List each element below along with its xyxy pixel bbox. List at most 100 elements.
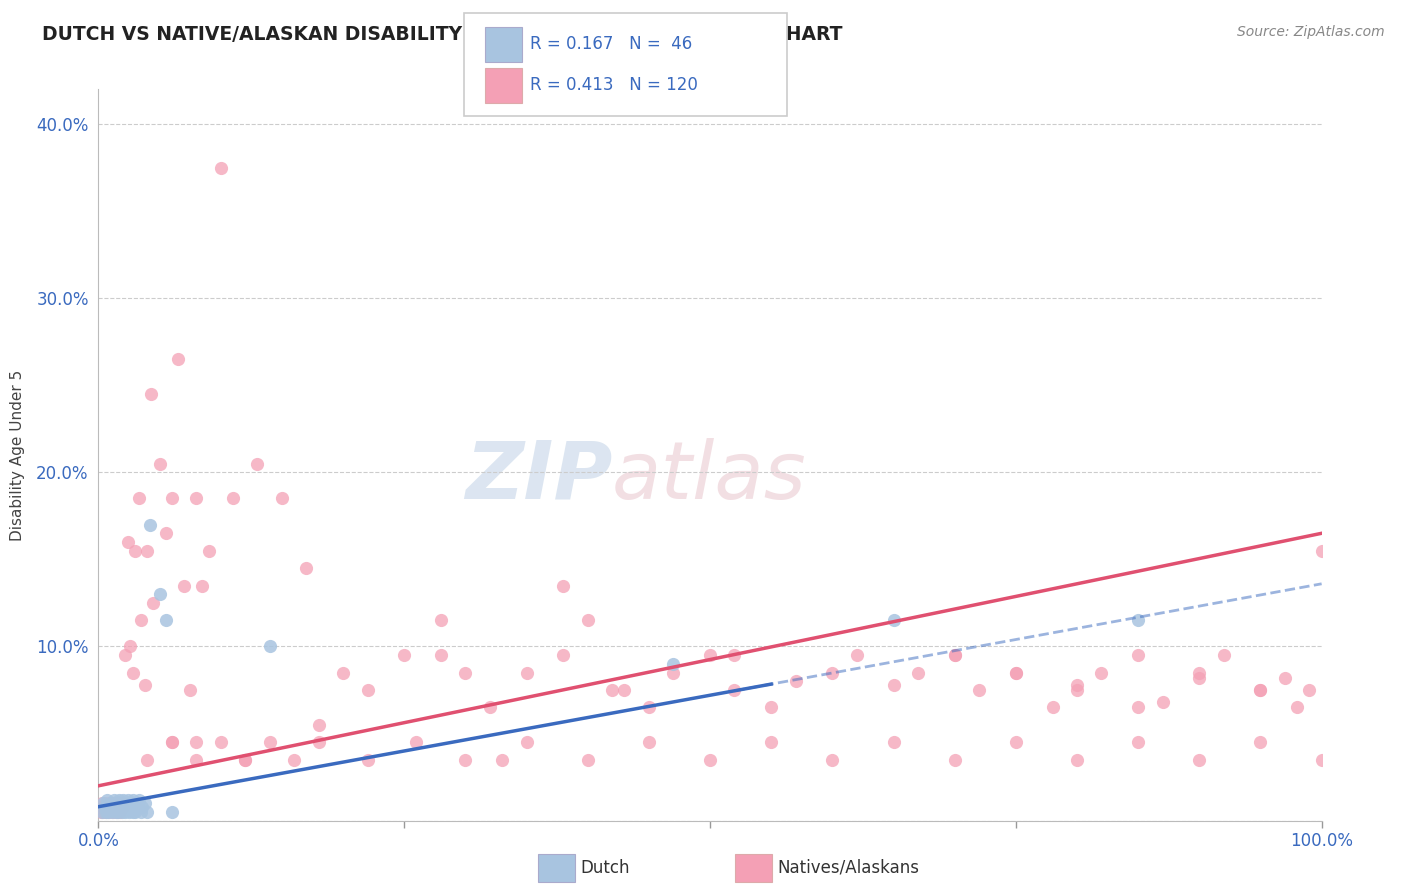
Point [105, 796, 128, 810]
Point [943, 648, 966, 663]
Point [246, 457, 269, 471]
Point [821, 665, 844, 680]
Point [1310, 753, 1333, 767]
Point [103, 796, 125, 810]
Point [142, 596, 165, 610]
Point [94, 805, 117, 819]
Point [93, 799, 115, 814]
Point [761, 735, 783, 749]
Point [392, 648, 416, 663]
Point [761, 700, 783, 714]
Point [1249, 683, 1271, 698]
Text: DUTCH VS NATIVE/ALASKAN DISABILITY AGE UNDER 5 CORRELATION CHART: DUTCH VS NATIVE/ALASKAN DISABILITY AGE U… [42, 25, 842, 44]
Point [134, 678, 156, 692]
Point [149, 457, 172, 471]
Point [1298, 683, 1320, 698]
Point [723, 683, 745, 698]
Point [1128, 700, 1150, 714]
Point [167, 352, 190, 367]
Point [105, 799, 128, 814]
Point [430, 648, 453, 663]
Point [160, 735, 183, 749]
Point [821, 753, 844, 767]
Point [1090, 665, 1112, 680]
Point [91, 805, 114, 819]
Text: R = 0.413   N = 120: R = 0.413 N = 120 [530, 76, 697, 94]
Point [186, 753, 208, 767]
Point [111, 805, 134, 819]
Point [515, 735, 537, 749]
Point [1128, 613, 1150, 627]
Point [120, 796, 142, 810]
Point [105, 805, 128, 819]
Point [785, 674, 807, 689]
Point [600, 683, 623, 698]
Point [233, 753, 256, 767]
Point [101, 799, 124, 814]
Point [222, 491, 245, 506]
Point [89, 799, 111, 814]
Point [259, 640, 281, 654]
Point [1004, 665, 1026, 680]
Text: Natives/Alaskans: Natives/Alaskans [778, 859, 920, 877]
Point [1249, 683, 1271, 698]
Point [149, 587, 172, 601]
Point [100, 796, 122, 810]
Point [124, 805, 146, 819]
Point [637, 735, 661, 749]
Point [491, 753, 513, 767]
Point [179, 683, 201, 698]
Point [114, 648, 136, 663]
Point [1212, 648, 1234, 663]
Point [120, 799, 142, 814]
Point [1274, 671, 1296, 685]
Point [233, 753, 256, 767]
Point [124, 543, 146, 558]
Point [553, 578, 575, 592]
Point [454, 753, 477, 767]
Point [111, 799, 134, 814]
Point [576, 613, 599, 627]
Point [1188, 665, 1211, 680]
Point [1066, 753, 1088, 767]
Point [127, 799, 149, 814]
Text: atlas: atlas [612, 438, 807, 516]
Point [478, 700, 501, 714]
Point [108, 799, 131, 814]
Point [104, 799, 127, 814]
Point [111, 793, 134, 807]
Point [1042, 700, 1064, 714]
Text: Source: ZipAtlas.com: Source: ZipAtlas.com [1237, 25, 1385, 39]
Point [160, 805, 183, 819]
Point [943, 753, 966, 767]
Point [115, 799, 138, 814]
Point [1310, 543, 1333, 558]
Point [1188, 671, 1211, 685]
Point [454, 665, 477, 680]
Point [1286, 700, 1309, 714]
Point [121, 793, 143, 807]
Point [121, 805, 143, 819]
Point [332, 665, 354, 680]
Point [104, 805, 127, 819]
Point [117, 535, 139, 549]
Point [209, 161, 232, 175]
Point [259, 735, 281, 749]
Point [98, 805, 121, 819]
Point [96, 796, 118, 810]
Point [139, 387, 162, 401]
Point [1066, 683, 1088, 698]
Point [103, 793, 125, 807]
Point [1249, 735, 1271, 749]
Point [295, 561, 318, 575]
Point [90, 805, 112, 819]
Point [128, 793, 150, 807]
Point [108, 793, 131, 807]
Point [107, 805, 129, 819]
Point [101, 799, 124, 814]
Point [1188, 753, 1211, 767]
Point [308, 735, 330, 749]
Point [111, 796, 134, 810]
Point [1066, 678, 1088, 692]
Text: R = 0.167   N =  46: R = 0.167 N = 46 [530, 35, 692, 53]
